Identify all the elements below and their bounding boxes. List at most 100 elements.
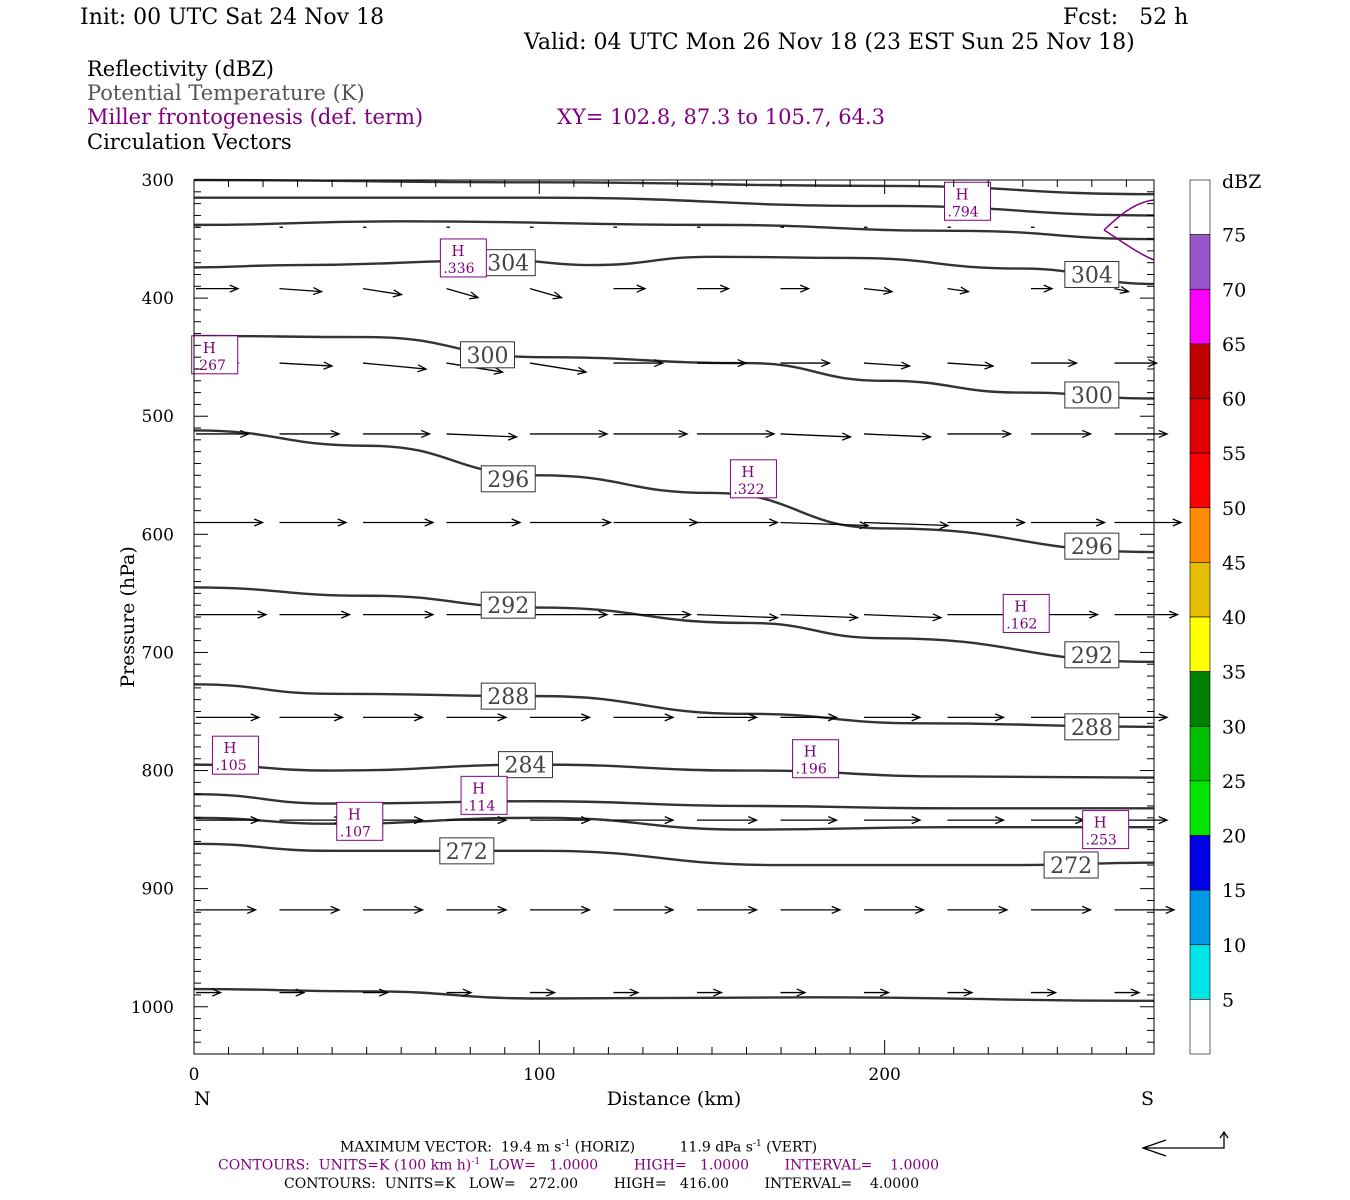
endpoint-north: N [194, 1088, 211, 1110]
circulation-vector [279, 988, 306, 997]
colorbar: 5 10 15 20 25 30 35 40 45 50 55 60 65 70 75 dBZ [1189, 171, 1261, 1055]
circulation-vector [613, 429, 689, 439]
contour-label: 304 [487, 252, 529, 277]
contour-label: 300 [467, 344, 509, 369]
circulation-vector [279, 518, 348, 527]
colorbar-level-label: 40 [1222, 607, 1246, 629]
contour-label-box [480, 591, 536, 619]
circulation-vector [1031, 284, 1054, 293]
circulation-vector [196, 518, 265, 527]
circulation-vector [363, 429, 432, 439]
circulation-vector [780, 284, 811, 293]
circulation-vector [697, 905, 759, 915]
circulation-vector [530, 816, 592, 825]
frontogenesis-max-box [336, 801, 384, 841]
legend-potential-temperature: Potential Temperature (K) [87, 81, 365, 105]
frontogenesis-max-label: H [451, 242, 464, 260]
valid-time: Valid: 04 UTC Mon 26 Nov 18 (23 EST Sun … [524, 30, 1135, 55]
colorbar-level-label: 50 [1222, 498, 1246, 520]
colorbar-segment [1189, 234, 1211, 290]
circulation-vector [780, 432, 853, 441]
circulation-vector [697, 518, 780, 527]
circulation-vector [864, 905, 926, 915]
circulation-vector [362, 362, 428, 373]
contour-label-box [480, 682, 536, 710]
frontogenesis-max-label: H [956, 185, 969, 203]
y-tick-label: 1000 [131, 998, 174, 1018]
contour-label: 292 [1071, 644, 1113, 669]
colorbar-segment [1189, 343, 1211, 399]
y-axis-label: Pressure (hPa) [117, 546, 139, 688]
contour-label-box [480, 465, 536, 493]
circulation-vector [446, 518, 522, 527]
colorbar-level-label: 25 [1222, 771, 1246, 793]
theta-contours [193, 178, 1155, 1003]
frontogenesis-max-label: H [1014, 597, 1027, 615]
y-tick-label: 700 [142, 643, 174, 663]
contour-label: 272 [1050, 854, 1092, 879]
y-tick-label: 500 [142, 407, 174, 427]
frontogenesis-max-box [1002, 593, 1050, 633]
circulation-vector [196, 816, 261, 825]
colorbar-level-label: 15 [1222, 880, 1246, 902]
circulation-vector [780, 988, 807, 997]
contour-labels: 304 304 300 300 296 296 292 292 288 288 284 272 272 [439, 249, 1120, 879]
circulation-vector [530, 713, 592, 722]
frontogenesis-max-box [211, 735, 259, 775]
legend-reflectivity: Reflectivity (dBZ) [87, 57, 275, 81]
circulation-vector [613, 518, 700, 527]
circulation-vector [1114, 713, 1169, 722]
circulation-vector [529, 288, 564, 300]
circulation-vector [613, 284, 647, 293]
frontogenesis-max-marker: H.267 [191, 335, 239, 375]
colorbar-segment [1189, 889, 1211, 946]
circulation-vector [864, 713, 922, 722]
circulation-vector [947, 286, 971, 295]
circulation-vector [279, 713, 345, 722]
colorbar-segment [1189, 562, 1211, 618]
frontogenesis-max-label: H [1094, 814, 1107, 832]
frontogenesis-max-value: .114 [464, 798, 495, 814]
frontogenesis-max-label: H [741, 463, 754, 481]
circulation-vector [780, 816, 839, 825]
circulation-vector [363, 988, 390, 997]
circulation-vector [613, 358, 665, 368]
contour-label-box [1043, 851, 1099, 879]
colorbar-level-label: 35 [1222, 662, 1246, 684]
circulation-vector [863, 286, 894, 295]
frontogenesis-max-label: H [203, 339, 216, 357]
theta-contour-line [193, 220, 1155, 241]
footer-theta-contours: CONTOURS: UNITS=K LOW= 272.00 HIGH= 416.… [284, 1176, 919, 1192]
colorbar-segment [1189, 780, 1211, 836]
frontogenesis-max-marker: H.336 [439, 238, 487, 278]
frontogenesis-max-box [460, 775, 508, 815]
frontogenesis-contour [1103, 199, 1155, 261]
footer-frontogenesis-contours: CONTOURS: UNITS=K (100 km h)-1 LOW= 1.00… [218, 1157, 940, 1174]
contour-label: 304 [1071, 263, 1113, 288]
circulation-vector [863, 432, 933, 441]
colorbar-segment [1189, 288, 1211, 345]
circulation-vector [196, 284, 240, 293]
frontogenesis-max-value: .794 [948, 204, 979, 220]
circulation-vector [697, 429, 776, 439]
theta-contour-line [193, 683, 1155, 729]
colorbar-unit-label: dBZ [1222, 171, 1261, 193]
circulation-vector [697, 988, 724, 997]
circulation-vector [363, 905, 425, 915]
contour-label: 300 [1071, 384, 1113, 409]
colorbar-segment [1189, 671, 1211, 727]
colorbar-level-label: 5 [1222, 989, 1234, 1011]
colorbar-level-label: 30 [1222, 716, 1246, 738]
circulation-vector [196, 610, 268, 619]
frontogenesis-max-label: H [472, 779, 485, 797]
frontogenesis-max-value: .253 [1086, 833, 1117, 849]
circulation-vector [279, 905, 341, 915]
frontogenesis-max-label: H [223, 739, 236, 757]
contour-label-box [1064, 532, 1120, 560]
contour-label-box [1064, 641, 1120, 669]
circulation-vector [864, 988, 891, 997]
circulation-vector [279, 610, 352, 619]
circulation-vector [1114, 358, 1159, 368]
circulation-vector [613, 816, 675, 825]
circulation-vector [613, 988, 640, 997]
